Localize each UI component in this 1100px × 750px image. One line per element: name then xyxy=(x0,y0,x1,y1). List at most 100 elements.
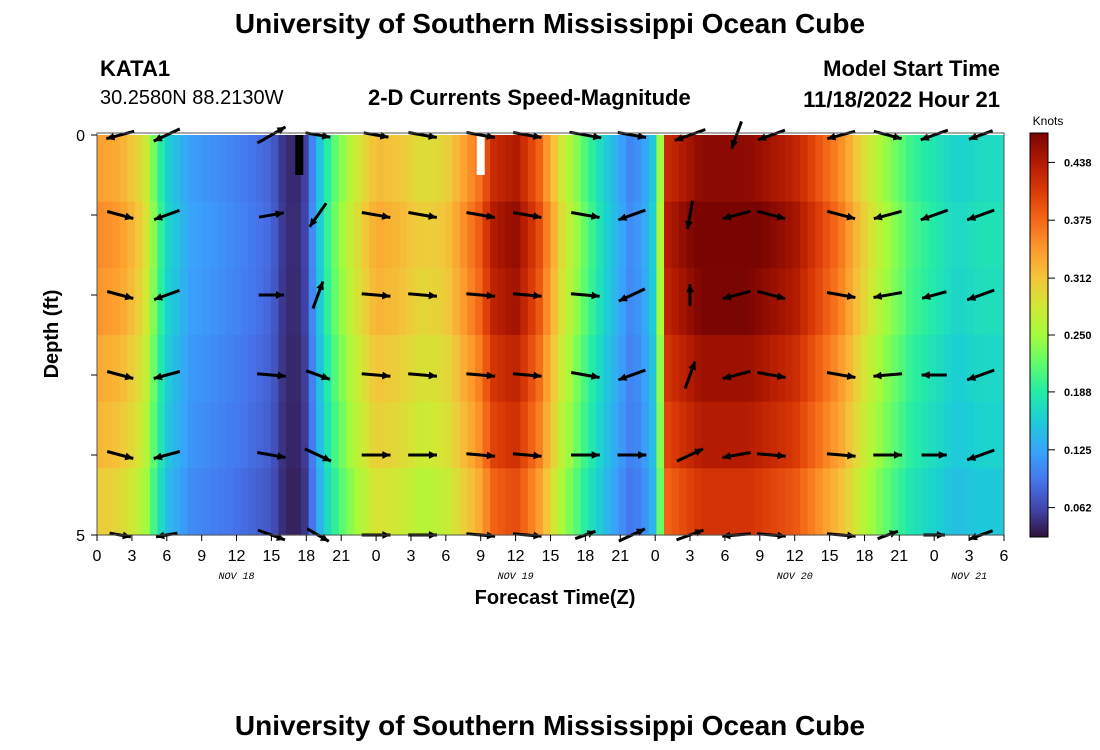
heatmap-cell xyxy=(119,401,128,469)
heatmap-cell xyxy=(679,268,688,336)
heatmap-cell xyxy=(822,135,831,203)
heatmap-cell xyxy=(505,468,514,536)
heatmap-cell xyxy=(921,135,930,203)
heatmap-cell xyxy=(535,468,544,536)
heatmap-cell xyxy=(701,268,710,336)
heatmap-cell xyxy=(497,335,506,403)
heatmap-cell xyxy=(217,268,227,336)
heatmap-cell xyxy=(815,268,824,336)
heatmap-cell xyxy=(240,268,249,336)
heatmap-cell xyxy=(845,401,854,469)
current-vector xyxy=(966,288,995,302)
heatmap-cell xyxy=(520,335,529,403)
heatmap-cell xyxy=(233,468,242,536)
heatmap-cell xyxy=(202,468,211,536)
heatmap-cell xyxy=(883,335,892,403)
current-vector xyxy=(617,368,646,382)
heatmap-cell xyxy=(565,201,574,269)
heatmap-cell xyxy=(210,268,219,336)
heatmap-cell xyxy=(490,401,499,469)
current-vector xyxy=(921,451,947,459)
heatmap-cell xyxy=(618,201,627,269)
heatmap-cell xyxy=(369,135,378,203)
heatmap-cell xyxy=(626,201,635,269)
heatmap-cell xyxy=(701,468,710,536)
heatmap-cell xyxy=(475,468,484,536)
heatmap-cell xyxy=(278,201,287,269)
heatmap-cell xyxy=(210,335,219,403)
heatmap-cell xyxy=(573,268,582,336)
heatmap-cell xyxy=(240,135,249,203)
x-tick-label: 3 xyxy=(965,548,974,565)
heatmap-cell xyxy=(512,468,521,536)
x-tick-label: 15 xyxy=(263,548,281,565)
heatmap-cell xyxy=(331,335,340,403)
heatmap-cell xyxy=(762,401,771,469)
heatmap-cell xyxy=(837,268,847,336)
heatmap-cell xyxy=(278,401,287,469)
x-tick-label: 9 xyxy=(476,548,485,565)
heatmap-cell xyxy=(875,268,884,336)
heatmap-cell xyxy=(694,268,703,336)
x-tick-label: 6 xyxy=(1000,548,1009,565)
heatmap-cell xyxy=(323,468,332,536)
heatmap-cell xyxy=(263,401,272,469)
heatmap-cell xyxy=(338,135,348,203)
heatmap-cell xyxy=(762,468,771,536)
heatmap-cell xyxy=(127,468,136,536)
colorbar-tick-label: 0.375 xyxy=(1064,215,1092,227)
heatmap-cell xyxy=(633,401,642,469)
heatmap-cell xyxy=(868,401,877,469)
heatmap-cell xyxy=(664,268,673,336)
current-vector xyxy=(256,371,286,380)
heatmap-cell xyxy=(444,135,453,203)
heatmap-cell xyxy=(853,201,862,269)
heatmap-cell xyxy=(807,468,816,536)
heatmap-cell xyxy=(626,268,635,336)
heatmap-cell xyxy=(149,201,159,269)
heatmap-cell xyxy=(981,201,990,269)
heatmap-cell xyxy=(860,268,869,336)
model-start-value: 11/18/2022 Hour 21 xyxy=(803,87,1000,112)
heatmap-cell xyxy=(989,135,998,203)
heatmap-cell xyxy=(875,335,884,403)
heatmap-cell xyxy=(384,135,393,203)
current-vector xyxy=(756,451,786,460)
heatmap-cell xyxy=(656,401,665,469)
heatmap-cell xyxy=(210,135,219,203)
heatmap-cell xyxy=(830,335,839,403)
heatmap-cell xyxy=(240,401,249,469)
heatmap-cell xyxy=(951,201,960,269)
current-vector xyxy=(304,447,332,463)
heatmap-cell xyxy=(603,268,612,336)
heatmap-cell xyxy=(943,468,952,536)
heatmap-cell xyxy=(134,268,143,336)
heatmap-cell xyxy=(293,268,302,336)
colorbar-tick-label: 0.125 xyxy=(1064,445,1092,457)
heatmap-cell xyxy=(837,201,847,269)
heatmap-cell xyxy=(165,401,174,469)
heatmap-cell xyxy=(792,401,801,469)
heatmap-cell xyxy=(497,468,506,536)
heatmap-cell xyxy=(187,468,196,536)
heatmap-cell xyxy=(467,201,476,269)
heatmap-cell xyxy=(679,401,688,469)
current-vector xyxy=(968,129,994,141)
heatmap-cell xyxy=(422,201,431,269)
heatmap-cell xyxy=(943,201,952,269)
x-tick-label: 18 xyxy=(297,548,315,565)
heatmap-cell xyxy=(588,135,597,203)
heatmap-cell xyxy=(898,468,907,536)
heatmap-cell xyxy=(792,335,801,403)
heatmap-cell xyxy=(384,268,393,336)
heatmap-cell xyxy=(739,335,748,403)
heatmap-cell xyxy=(686,468,695,536)
heatmap-cell xyxy=(777,401,786,469)
heatmap-cell xyxy=(626,468,635,536)
heatmap-cell xyxy=(973,401,983,469)
current-vector xyxy=(466,211,496,220)
heatmap-cell xyxy=(293,201,302,269)
heatmap-cell xyxy=(316,335,325,403)
current-vector xyxy=(512,211,542,220)
heatmap-cell xyxy=(800,268,809,336)
